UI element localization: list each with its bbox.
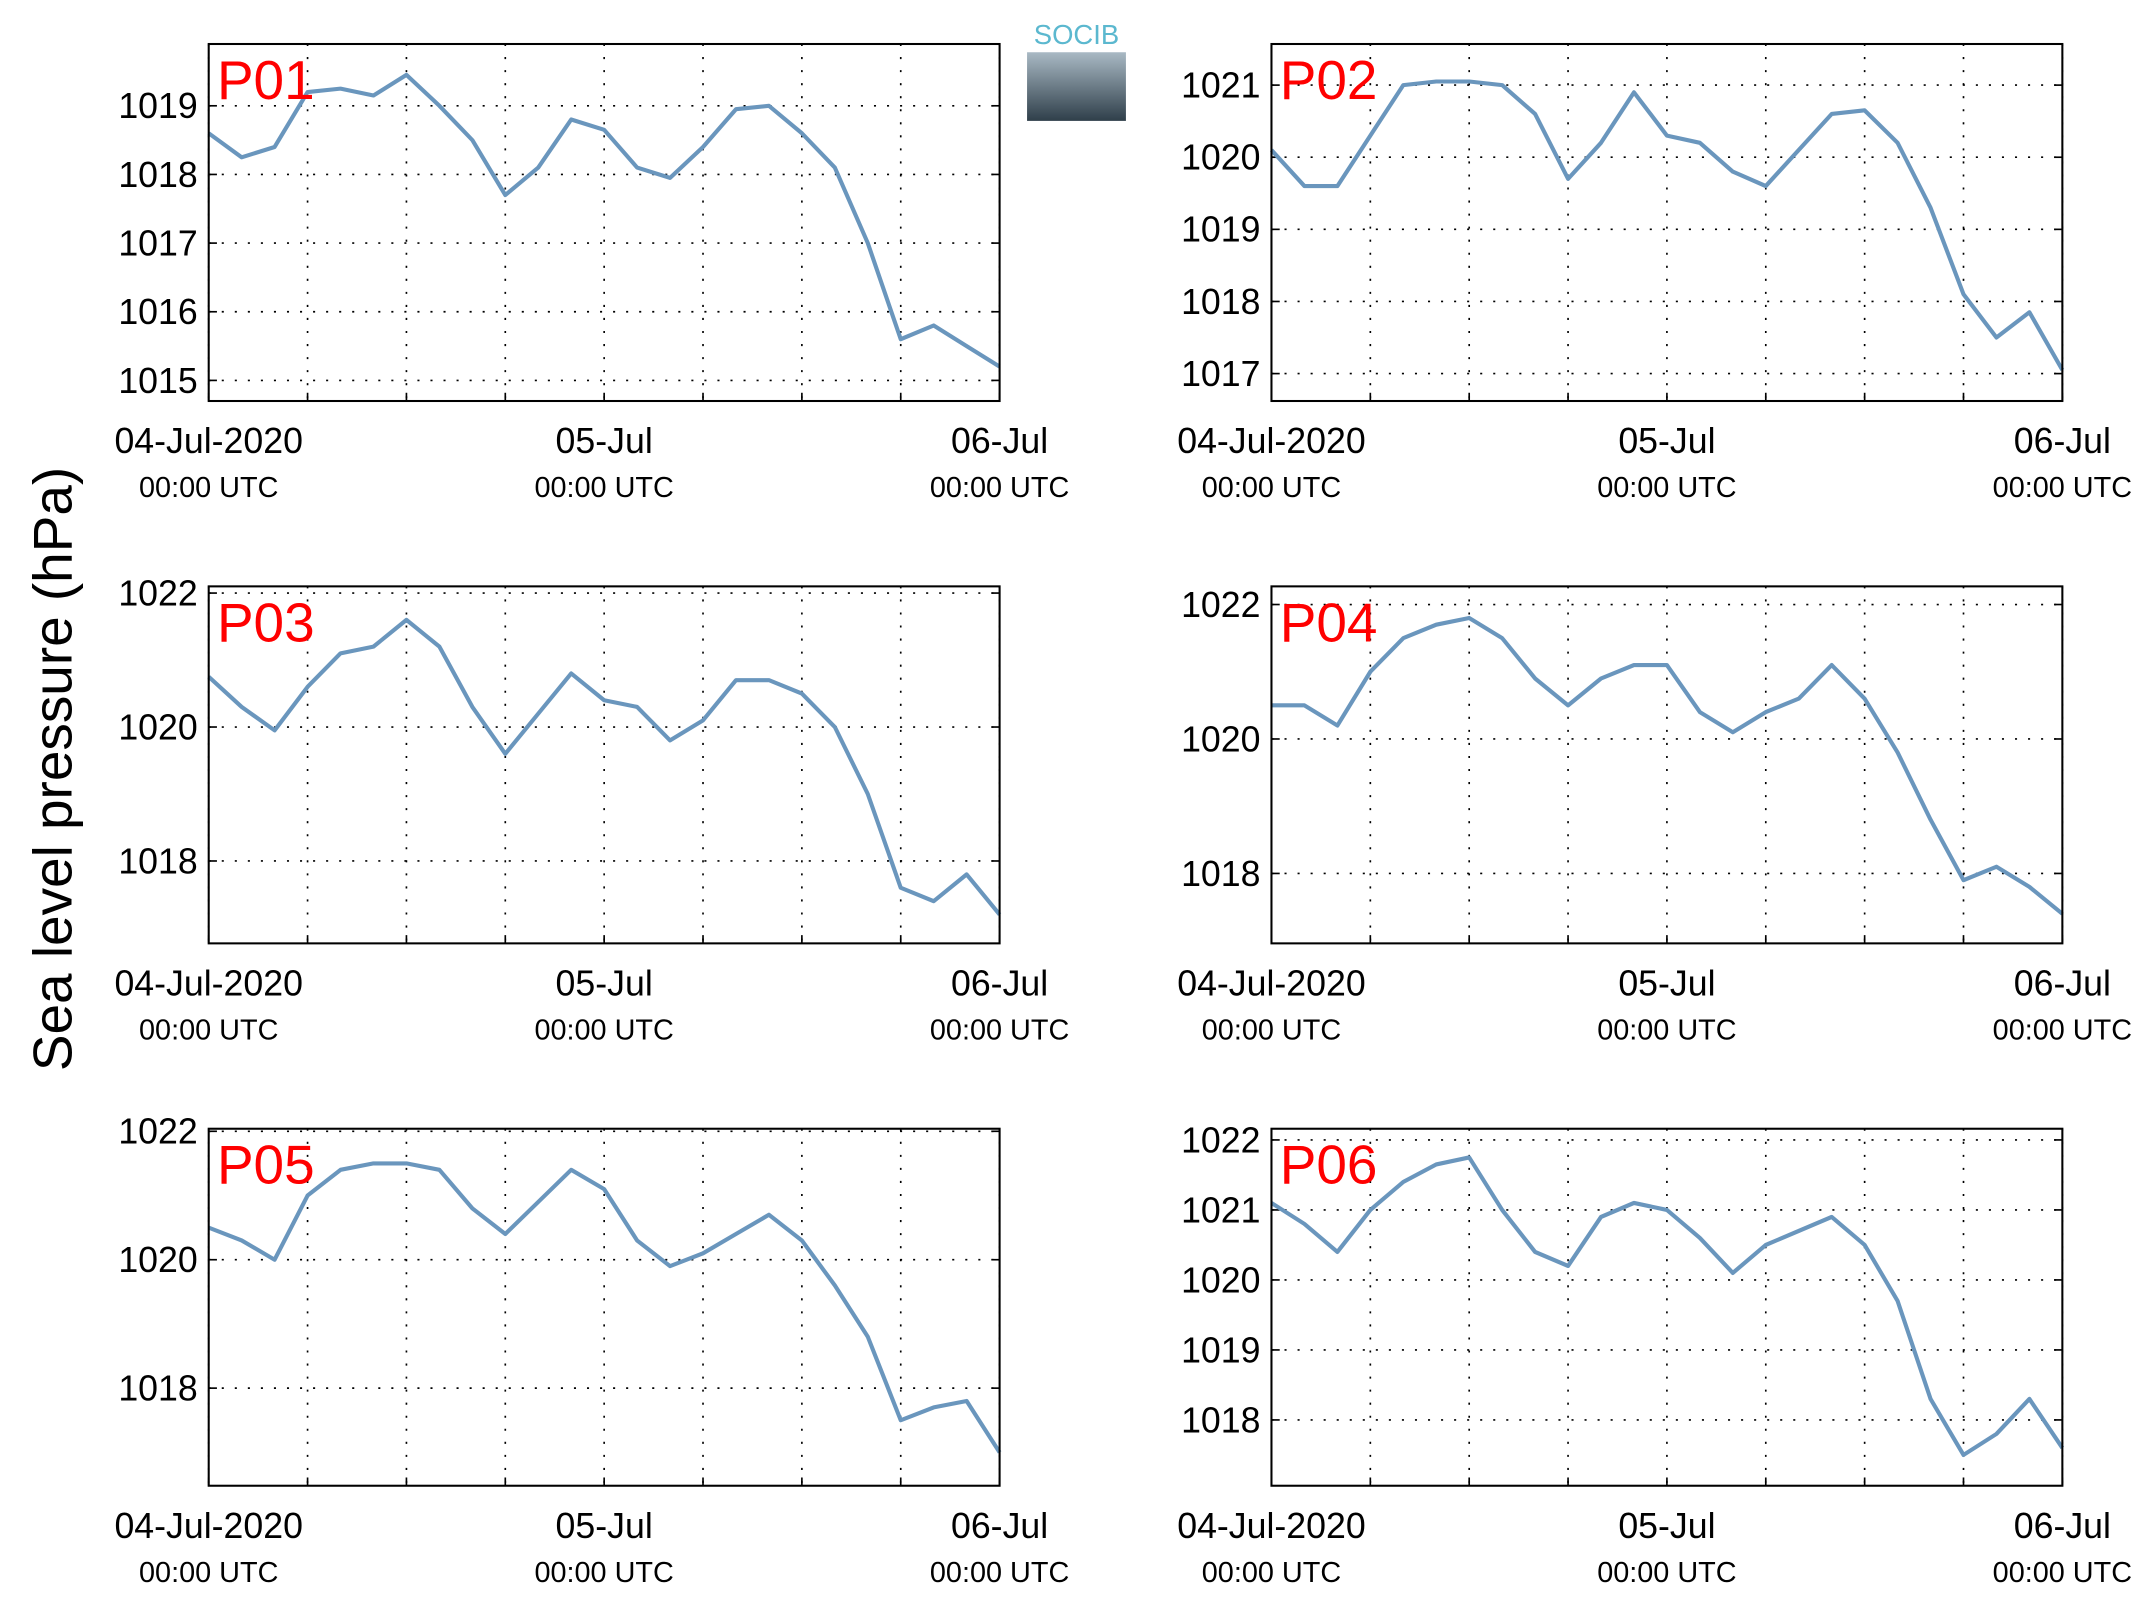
- y-tick-label: 1016: [118, 292, 197, 332]
- x-tick-sublabel: 00:00 UTC: [1993, 472, 2132, 504]
- x-tick-sublabel: 00:00 UTC: [139, 1014, 278, 1046]
- logo-text: SOCIB: [1034, 19, 1119, 50]
- y-tick-label: 1018: [118, 1368, 197, 1408]
- x-tick-sublabel: 00:00 UTC: [1202, 1557, 1341, 1589]
- y-tick-label: 1020: [1181, 1260, 1260, 1300]
- panel-title: P05: [217, 1134, 315, 1196]
- data-line: [207, 1161, 1002, 1454]
- plot-area: [208, 44, 1000, 402]
- x-tick-sublabel: 00:00 UTC: [1202, 472, 1341, 504]
- x-tick-label: 05-Jul: [1618, 421, 1715, 461]
- y-tick-label: 1019: [1181, 210, 1260, 250]
- y-tick-label: 1020: [1181, 719, 1260, 759]
- y-tick-label: 1021: [1181, 65, 1260, 105]
- axes-frame: [207, 585, 1001, 945]
- axes-frame: [1270, 585, 2064, 945]
- plot-area: [208, 586, 1000, 944]
- logo: SOCIB: [1027, 19, 1126, 121]
- y-tick-label: 1018: [118, 841, 197, 881]
- panel-title: P02: [1280, 49, 1378, 111]
- y-axis-label: Sea level pressure (hPa): [21, 467, 83, 1071]
- axes-frame: [207, 1127, 1001, 1487]
- x-tick-label: 04-Jul-2020: [1177, 1506, 1365, 1546]
- x-tick-label: 05-Jul: [1618, 964, 1715, 1004]
- y-tick-label: 1020: [118, 707, 197, 747]
- y-tick-label: 1022: [1181, 1120, 1260, 1160]
- y-tick-label: 1018: [118, 155, 197, 195]
- data-line: [207, 72, 1001, 369]
- x-tick-sublabel: 00:00 UTC: [139, 1557, 278, 1589]
- x-tick-sublabel: 00:00 UTC: [1202, 1014, 1341, 1046]
- x-tick-sublabel: 00:00 UTC: [930, 1557, 1069, 1589]
- y-tick-label: 1021: [1181, 1190, 1260, 1230]
- panel: 1018 1019 1020 1021 1022 04-Jul-2020 00:00 UTC…: [1177, 1120, 2132, 1589]
- axes-frame: [1270, 1127, 2064, 1487]
- y-tick-label: 1022: [118, 1112, 197, 1152]
- x-tick-sublabel: 00:00 UTC: [1993, 1557, 2132, 1589]
- y-tick-label: 1022: [1181, 585, 1260, 625]
- x-tick-label: 04-Jul-2020: [114, 964, 302, 1004]
- plot-area: [1271, 586, 2063, 944]
- x-tick-sublabel: 00:00 UTC: [1597, 472, 1736, 504]
- y-tick-label: 1022: [118, 573, 197, 613]
- panel: 1018 1020 1022 04-Jul-2020 00:00 UTC 05-Jul 00…: [114, 573, 1069, 1046]
- panel-title: P06: [1280, 1134, 1378, 1196]
- data-line: [1269, 79, 2065, 372]
- x-tick-label: 04-Jul-2020: [114, 1506, 302, 1546]
- x-tick-sublabel: 00:00 UTC: [534, 1557, 673, 1589]
- logo-block: [1027, 52, 1126, 121]
- panel: 1017 1018 1019 1020 1021 04-Jul-2020 00:00 UTC…: [1177, 42, 2132, 504]
- x-tick-label: 06-Jul: [2014, 964, 2111, 1004]
- x-tick-label: 06-Jul: [2014, 1506, 2111, 1546]
- panel: 1018 1020 1022 04-Jul-2020 00:00 UTC 05-Jul 00…: [1177, 585, 2132, 1047]
- y-tick-label: 1020: [118, 1240, 197, 1280]
- x-tick-label: 05-Jul: [1618, 1506, 1715, 1546]
- y-tick-label: 1019: [118, 86, 197, 126]
- y-tick-label: 1017: [1181, 354, 1260, 394]
- x-tick-sublabel: 00:00 UTC: [930, 472, 1069, 504]
- plot-area: [1271, 1128, 2063, 1486]
- x-tick-sublabel: 00:00 UTC: [1597, 1557, 1736, 1589]
- panel: 1018 1020 1022 04-Jul-2020 00:00 UTC 05-Jul 00…: [114, 1112, 1069, 1589]
- y-tick-label: 1017: [118, 223, 197, 263]
- y-tick-label: 1018: [1181, 854, 1260, 894]
- panel: 1015 1016 1017 1018 1019 04-Jul-2020 00:00 UTC…: [114, 42, 1069, 504]
- data-line: [1270, 1155, 2065, 1457]
- y-tick-label: 1020: [1181, 138, 1260, 178]
- x-tick-sublabel: 00:00 UTC: [930, 1014, 1069, 1046]
- x-tick-label: 04-Jul-2020: [1177, 964, 1365, 1004]
- x-tick-label: 05-Jul: [556, 1506, 653, 1546]
- x-tick-label: 04-Jul-2020: [1177, 421, 1365, 461]
- data-line: [207, 617, 1002, 916]
- plot-area: [1271, 44, 2063, 402]
- x-tick-sublabel: 00:00 UTC: [534, 1014, 673, 1046]
- y-tick-label: 1019: [1181, 1330, 1260, 1370]
- x-tick-sublabel: 00:00 UTC: [1597, 1014, 1736, 1046]
- panel-title: P01: [217, 49, 315, 111]
- x-tick-sublabel: 00:00 UTC: [1993, 1014, 2132, 1046]
- x-tick-label: 05-Jul: [556, 964, 653, 1004]
- x-tick-label: 06-Jul: [951, 1506, 1048, 1546]
- x-tick-sublabel: 00:00 UTC: [534, 472, 673, 504]
- x-tick-label: 04-Jul-2020: [114, 421, 302, 461]
- y-tick-label: 1018: [1181, 1400, 1260, 1440]
- x-tick-label: 06-Jul: [951, 421, 1048, 461]
- panel-title: P03: [217, 591, 315, 653]
- y-tick-label: 1015: [118, 361, 197, 401]
- y-tick-label: 1018: [1181, 282, 1260, 322]
- x-tick-label: 06-Jul: [951, 964, 1048, 1004]
- data-line: [1271, 615, 2064, 916]
- panel-title: P04: [1280, 591, 1378, 653]
- x-tick-label: 05-Jul: [556, 421, 653, 461]
- axes-frame: [207, 42, 1001, 403]
- x-tick-label: 06-Jul: [2014, 421, 2111, 461]
- axes-frame: [1270, 42, 2064, 403]
- x-tick-sublabel: 00:00 UTC: [139, 472, 278, 504]
